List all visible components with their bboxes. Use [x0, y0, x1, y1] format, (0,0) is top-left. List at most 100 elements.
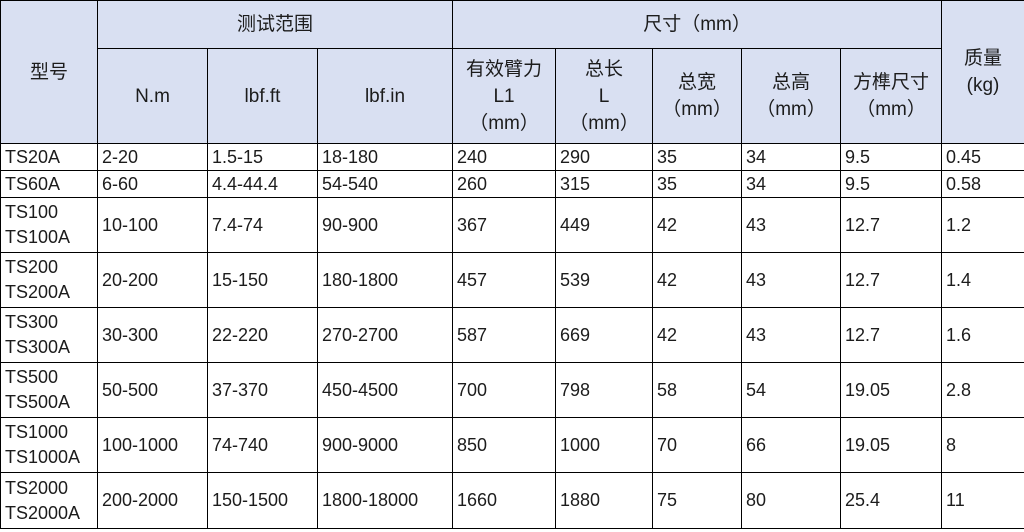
lbfft-cell: 4.4-44.4 [207, 170, 318, 198]
model-cell: TS2000 TS2000A [0, 472, 98, 529]
width-cell: 42 [652, 252, 743, 308]
nm-cell: 20-200 [97, 252, 208, 308]
lbfin-cell: 270-2700 [316, 307, 454, 363]
square-drive-cell: 12.7 [840, 307, 943, 363]
header-sub-row: N.m lbf.ft lbf.in 有效臂力 L1 （mm） 总长 L （mm）… [1, 48, 1024, 144]
l1-cell: 367 [452, 197, 557, 253]
l1-cell: 587 [452, 307, 557, 363]
model-cell: TS20A [0, 143, 98, 171]
mass-cell: 1.6 [941, 307, 1024, 363]
square-drive-cell: 12.7 [840, 197, 943, 253]
header-lbfin: lbf.in [316, 48, 454, 144]
lbfin-cell: 1800-18000 [316, 472, 454, 529]
lbfft-cell: 74-740 [207, 417, 318, 473]
l-cell: 449 [555, 197, 654, 253]
width-cell: 35 [652, 170, 743, 198]
nm-cell: 50-500 [97, 362, 208, 418]
header-effective-arm: 有效臂力 L1 （mm） [452, 48, 557, 144]
nm-cell: 2-20 [97, 143, 208, 171]
header-mass: 质量 (kg) [941, 0, 1024, 144]
width-cell: 75 [652, 472, 743, 529]
width-cell: 42 [652, 307, 743, 363]
height-cell: 43 [741, 197, 842, 253]
width-cell: 58 [652, 362, 743, 418]
lbfft-cell: 37-370 [207, 362, 318, 418]
table-row: TS100 TS100A 10-100 7.4-74 90-900 367 44… [0, 197, 1024, 253]
lbfft-cell: 22-220 [207, 307, 318, 363]
header-model: 型号 [0, 0, 98, 144]
header-lbfft: lbf.ft [207, 48, 318, 144]
header-test-range-group: 测试范围 [96, 0, 454, 49]
l1-cell: 240 [452, 143, 557, 171]
width-cell: 35 [652, 143, 743, 171]
l1-cell: 1660 [452, 472, 557, 529]
lbfin-cell: 180-1800 [316, 252, 454, 308]
height-cell: 43 [741, 307, 842, 363]
l-cell: 539 [555, 252, 654, 308]
nm-cell: 100-1000 [97, 417, 208, 473]
header-square-drive: 方榫尺寸 （mm） [840, 48, 943, 144]
mass-cell: 1.4 [941, 252, 1024, 308]
header-total-height: 总高 （mm） [741, 48, 842, 144]
model-cell: TS1000 TS1000A [0, 417, 98, 473]
height-cell: 66 [741, 417, 842, 473]
header-total-width: 总宽 （mm） [652, 48, 743, 144]
mass-cell: 11 [941, 472, 1024, 529]
header-dimensions-group: 尺寸（mm） [452, 0, 943, 49]
mass-cell: 1.2 [941, 197, 1024, 253]
height-cell: 43 [741, 252, 842, 308]
l1-cell: 260 [452, 170, 557, 198]
model-cell: TS100 TS100A [0, 197, 98, 253]
header-total-length: 总长 L （mm） [555, 48, 654, 144]
nm-cell: 6-60 [97, 170, 208, 198]
table-row: TS2000 TS2000A 200-2000 150-1500 1800-18… [0, 472, 1024, 529]
lbfft-cell: 150-1500 [207, 472, 318, 529]
lbfin-cell: 450-4500 [316, 362, 454, 418]
square-drive-cell: 12.7 [840, 252, 943, 308]
mass-cell: 2.8 [941, 362, 1024, 418]
lbfin-cell: 900-9000 [316, 417, 454, 473]
model-cell: TS300 TS300A [0, 307, 98, 363]
nm-cell: 30-300 [97, 307, 208, 363]
square-drive-cell: 9.5 [840, 170, 943, 198]
mass-cell: 0.58 [941, 170, 1024, 198]
nm-cell: 200-2000 [97, 472, 208, 529]
l-cell: 798 [555, 362, 654, 418]
height-cell: 80 [741, 472, 842, 529]
l-cell: 669 [555, 307, 654, 363]
lbfft-cell: 15-150 [207, 252, 318, 308]
height-cell: 34 [741, 143, 842, 171]
lbfin-cell: 54-540 [316, 170, 454, 198]
lbfin-cell: 18-180 [316, 143, 454, 171]
table-row: TS300 TS300A 30-300 22-220 270-2700 587 … [0, 307, 1024, 363]
width-cell: 42 [652, 197, 743, 253]
l1-cell: 457 [452, 252, 557, 308]
table-row: TS20A 2-20 1.5-15 18-180 240 290 35 34 9… [0, 143, 1024, 171]
width-cell: 70 [652, 417, 743, 473]
table-row: TS60A 6-60 4.4-44.4 54-540 260 315 35 34… [0, 170, 1024, 198]
table-row: TS500 TS500A 50-500 37-370 450-4500 700 … [0, 362, 1024, 418]
model-cell: TS60A [0, 170, 98, 198]
table-row: TS1000 TS1000A 100-1000 74-740 900-9000 … [0, 417, 1024, 473]
model-cell: TS500 TS500A [0, 362, 98, 418]
lbfft-cell: 7.4-74 [207, 197, 318, 253]
lbfft-cell: 1.5-15 [207, 143, 318, 171]
square-drive-cell: 19.05 [840, 417, 943, 473]
l-cell: 1000 [555, 417, 654, 473]
height-cell: 34 [741, 170, 842, 198]
square-drive-cell: 25.4 [840, 472, 943, 529]
square-drive-cell: 19.05 [840, 362, 943, 418]
l-cell: 290 [555, 143, 654, 171]
square-drive-cell: 9.5 [840, 143, 943, 171]
nm-cell: 10-100 [97, 197, 208, 253]
lbfin-cell: 90-900 [316, 197, 454, 253]
model-cell: TS200 TS200A [0, 252, 98, 308]
mass-cell: 0.45 [941, 143, 1024, 171]
height-cell: 54 [741, 362, 842, 418]
l1-cell: 700 [452, 362, 557, 418]
l-cell: 315 [555, 170, 654, 198]
table-row: TS200 TS200A 20-200 15-150 180-1800 457 … [0, 252, 1024, 308]
l-cell: 1880 [555, 472, 654, 529]
l1-cell: 850 [452, 417, 557, 473]
